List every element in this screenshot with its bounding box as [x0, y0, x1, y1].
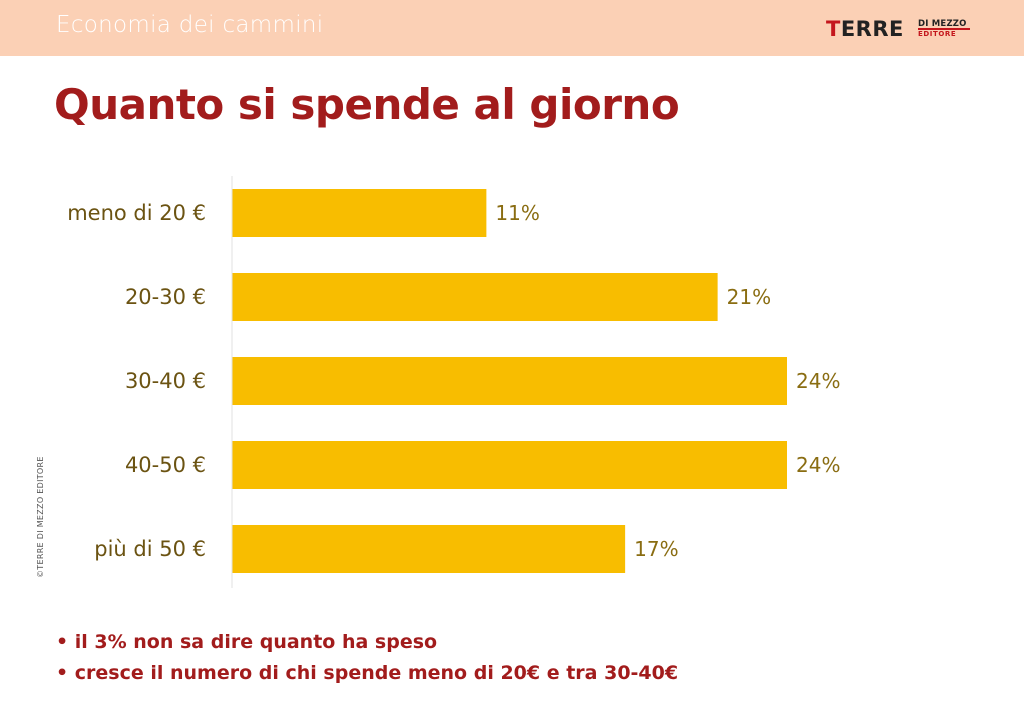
- category-label: meno di 20 €: [67, 201, 206, 225]
- value-label: 21%: [727, 285, 771, 309]
- bar: [232, 357, 787, 405]
- category-label: 30-40 €: [125, 369, 206, 393]
- bar: [232, 189, 487, 237]
- category-label: 40-50 €: [125, 453, 206, 477]
- category-label: 20-30 €: [125, 285, 206, 309]
- bar-chart: meno di 20 € 11% 20-30 € 21% 30-40 € 24% 40-50…: [67, 176, 840, 588]
- value-label: 24%: [796, 453, 840, 477]
- bar-group: meno di 20 € 11% 20-30 € 21% 30-40 € 24% 40-50…: [67, 189, 840, 573]
- value-label: 17%: [634, 537, 678, 561]
- notes: • il 3% non sa dire quanto ha speso • cr…: [56, 627, 678, 689]
- header-band: Economia dei cammini TERRE DI MEZZO EDIT…: [0, 0, 1024, 56]
- logo-editore: EDITORE: [918, 30, 957, 38]
- logo-letter-t: T: [826, 17, 841, 41]
- bar: [232, 273, 718, 321]
- bar: [232, 441, 787, 489]
- page-title: Quanto si spende al giorno: [54, 80, 680, 129]
- logo-letters: ERRE: [840, 17, 904, 41]
- value-label: 24%: [796, 369, 840, 393]
- logo-wordmark: TERRE: [826, 18, 904, 40]
- value-label: 11%: [495, 201, 539, 225]
- logo-subtitle: DI MEZZO: [918, 19, 967, 29]
- note-trend: • cresce il numero di chi spende meno di…: [56, 662, 679, 684]
- publisher-logo: TERRE DI MEZZO EDITORE: [826, 18, 976, 44]
- category-label: più di 50 €: [94, 537, 206, 561]
- bar: [232, 525, 626, 573]
- header-title: Economia dei cammini: [56, 12, 324, 38]
- logo-rule: [918, 28, 970, 30]
- note-unknown-spend: • il 3% non sa dire quanto ha speso: [56, 631, 438, 653]
